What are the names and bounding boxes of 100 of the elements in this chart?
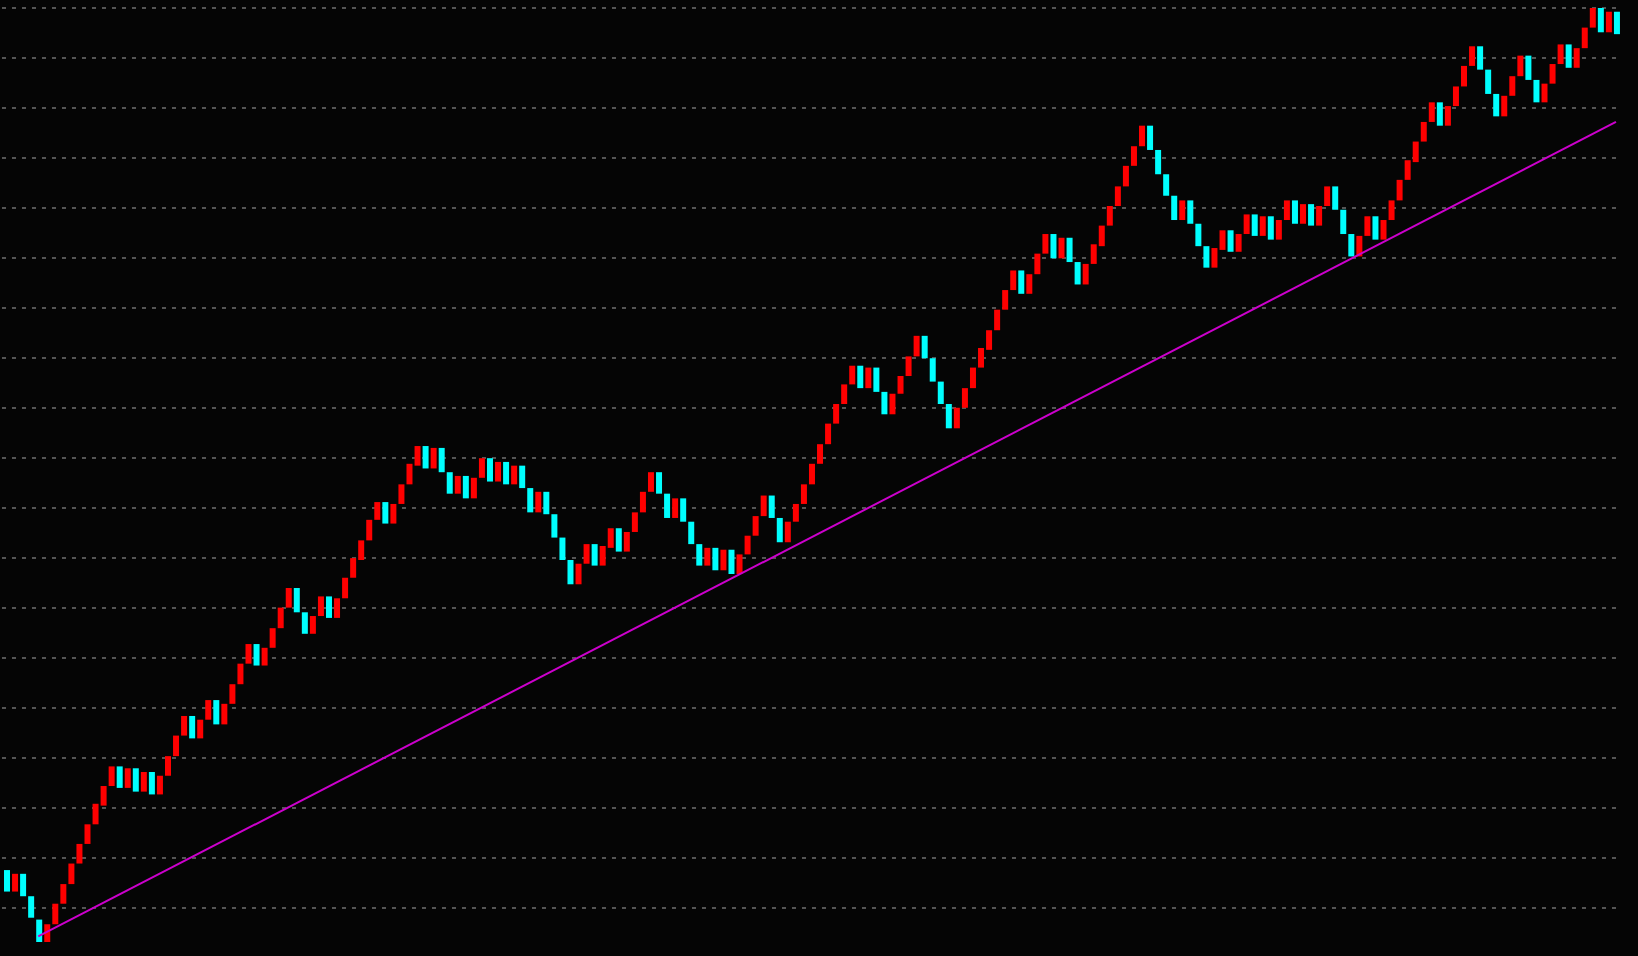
candlestick <box>1573 48 1580 68</box>
candlestick <box>1461 65 1468 87</box>
candlestick <box>1589 8 1596 28</box>
candlestick <box>4 870 10 892</box>
candlestick <box>519 465 526 489</box>
candlestick <box>776 517 783 543</box>
candlestick <box>511 465 518 485</box>
candlestick <box>374 502 381 520</box>
candlestick <box>382 502 389 524</box>
candlestick <box>1139 125 1146 147</box>
candlestick <box>438 447 445 473</box>
candlestick <box>913 335 920 357</box>
candlestick <box>1300 204 1307 224</box>
candlestick <box>1581 27 1588 49</box>
candlestick <box>680 498 687 522</box>
candlestick <box>1074 262 1081 285</box>
candlestick <box>656 472 663 494</box>
candlestick <box>825 423 832 445</box>
candlestick <box>961 388 968 408</box>
candlestick <box>20 873 27 897</box>
candlestick <box>108 766 115 787</box>
candlestick <box>897 376 904 394</box>
candlestick <box>334 598 341 618</box>
candlestick <box>1396 179 1403 201</box>
candlestick <box>583 544 590 564</box>
candlestick <box>229 684 236 704</box>
candlestick <box>1042 234 1049 254</box>
candlestick <box>181 715 188 736</box>
candlestick <box>1122 165 1129 187</box>
candlestick <box>1428 102 1435 122</box>
candlestick <box>1605 11 1612 33</box>
candlestick <box>446 472 453 494</box>
candlestick <box>752 516 759 536</box>
candlestick <box>1010 270 1017 291</box>
candlestick <box>1308 204 1315 226</box>
candlestick <box>277 607 284 629</box>
candlestick <box>623 531 630 552</box>
candlestick <box>945 404 952 429</box>
candlestick <box>647 472 654 492</box>
candlestick <box>1171 195 1178 221</box>
candlestick <box>189 715 196 739</box>
candlestick <box>559 537 566 560</box>
candlestick <box>704 547 711 566</box>
candlestick <box>156 775 163 795</box>
candlestick <box>575 563 582 585</box>
candlestick <box>1316 206 1323 226</box>
candlestick <box>173 735 180 757</box>
candlestick <box>664 493 671 518</box>
candlestick <box>1002 290 1009 310</box>
candlestick <box>1163 174 1170 196</box>
candlestick <box>1557 44 1564 65</box>
candlestick <box>736 554 743 574</box>
candlestick <box>1493 93 1500 117</box>
candlestick <box>1340 209 1347 235</box>
candlestick <box>712 547 719 571</box>
candlestick <box>317 596 324 617</box>
candlestick <box>953 407 960 429</box>
candlestick <box>969 367 976 389</box>
candlestick <box>1364 216 1371 236</box>
candlestick <box>865 367 872 389</box>
candlestick <box>1243 214 1250 235</box>
candlestick <box>52 903 59 925</box>
candlestick <box>116 766 123 788</box>
candlestick <box>1259 216 1266 236</box>
candlestick <box>1106 206 1113 226</box>
candlestick <box>937 381 944 405</box>
candlestick <box>720 549 727 571</box>
candlestick <box>1469 46 1476 66</box>
candlestick <box>1147 125 1154 150</box>
candlestick <box>486 458 493 482</box>
candlestick <box>454 475 461 494</box>
candlestick <box>551 514 558 538</box>
candlestick <box>253 644 260 666</box>
candlestick <box>261 647 268 666</box>
candlestick <box>36 919 43 942</box>
candlestick <box>462 475 469 499</box>
candlestick <box>1130 146 1137 166</box>
candlestick <box>1485 69 1492 94</box>
candlestick <box>478 458 485 478</box>
candlestick <box>398 484 405 504</box>
candlestick <box>792 503 799 522</box>
candlestick <box>132 768 139 792</box>
candlestick <box>366 519 373 541</box>
candlestick <box>1195 223 1202 247</box>
candlestick <box>1082 263 1089 285</box>
candlestick <box>1275 220 1282 240</box>
candlestick <box>1283 200 1290 221</box>
candlestick <box>1018 270 1025 294</box>
candlestick <box>1436 102 1443 126</box>
candlestick <box>1388 200 1395 221</box>
candlestick <box>728 549 735 574</box>
candlestick <box>921 335 928 359</box>
candlestick <box>849 365 856 385</box>
candlestick <box>1509 76 1516 96</box>
candlestick <box>293 588 300 613</box>
candlestick <box>470 477 477 499</box>
candlestick <box>1324 186 1331 207</box>
candlestick <box>1332 186 1339 210</box>
candlestick <box>285 588 292 608</box>
candlestick <box>808 463 815 485</box>
